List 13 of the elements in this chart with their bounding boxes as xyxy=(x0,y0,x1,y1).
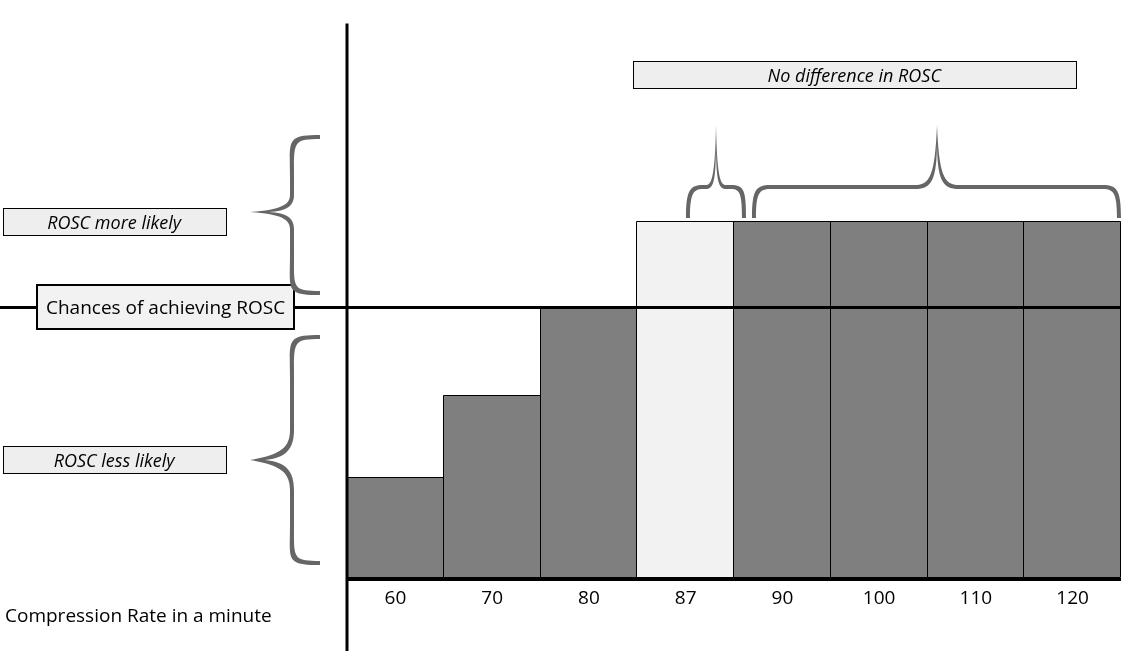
x-tick-label: 120 xyxy=(1056,583,1089,610)
ref-line-label: Chances of achieving ROSC xyxy=(46,294,286,320)
x-tick-label: 90 xyxy=(771,583,794,610)
x-tick-label: 87 xyxy=(674,583,697,610)
x-axis-title: Compression Rate in a minute xyxy=(5,602,272,628)
x-tick-label: 80 xyxy=(578,583,600,610)
x-tick-label: 60 xyxy=(384,583,407,610)
text: No difference in ROSC xyxy=(767,63,943,87)
text: ROSC less likely xyxy=(53,448,177,472)
x-tick-label: 100 xyxy=(862,583,896,610)
text: ROSC more likely xyxy=(47,210,183,234)
x-tick-label: 70 xyxy=(481,583,503,610)
x-tick-label: 110 xyxy=(959,583,993,610)
